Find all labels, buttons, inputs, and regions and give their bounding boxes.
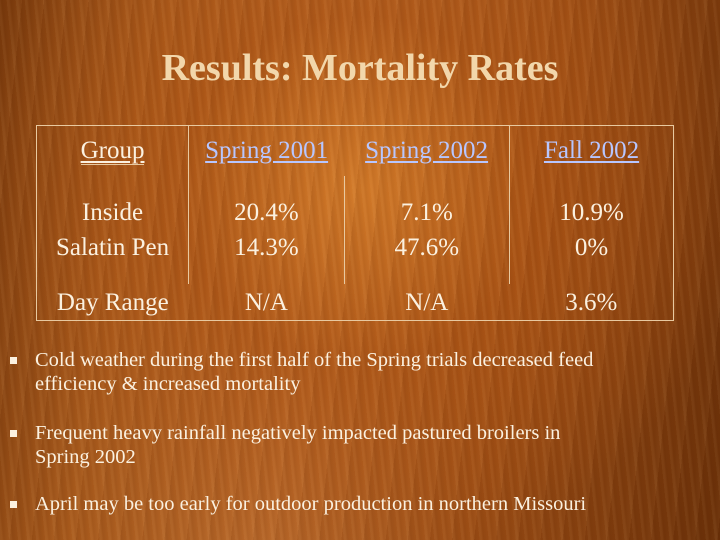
row-label-line: Day Range	[56, 288, 169, 316]
header-cell-fall-2002: Fall 2002	[509, 125, 674, 176]
row-label-line: Salatin Pen	[55, 234, 170, 261]
cell-spring-2002: N/A	[344, 284, 509, 321]
bullet-line: Cold weather during the first half of th…	[35, 349, 594, 371]
header-group: Group	[80, 137, 145, 165]
cell-spring-2002: 7.1% 47.6%	[343, 176, 510, 284]
header-cell-spring-2001: Spring 2001	[188, 125, 345, 176]
row-label-inside-salatin-pen: Inside Salatin Pen	[37, 176, 189, 284]
row-label-day-range: Day Range	[37, 284, 189, 321]
cell-spring-2001: N/A	[189, 284, 345, 321]
cell-value: 10.9%	[559, 199, 624, 226]
header-cell-spring-2002: Spring 2002	[344, 126, 509, 177]
cell-value: N/A	[405, 288, 449, 316]
header-spring-2002-link[interactable]: Spring 2002	[365, 137, 489, 164]
table-row-day-range: Day Range N/A N/A 3.6%	[37, 284, 674, 321]
mortality-rates-table: Group Spring 2001 Spring 2002 Fall 2002 …	[36, 125, 674, 321]
row-label-line: Inside	[81, 199, 144, 226]
bullet-item: April may be too early for outdoor produ…	[0, 492, 720, 516]
table-row-inside-salatin-pen: Inside Salatin Pen 20.4% 14.3% 7.1% 47.6…	[37, 176, 674, 284]
cell-fall-2002: 3.6%	[510, 284, 674, 321]
header-fall-2002-link[interactable]: Fall 2002	[543, 137, 640, 164]
slide-title: Results: Mortality Rates	[161, 47, 559, 89]
cell-value: 0%	[574, 234, 609, 261]
table-header-row: Group Spring 2001 Spring 2002 Fall 2002	[37, 125, 674, 177]
square-bullet-icon	[10, 430, 17, 437]
cell-fall-2002: 10.9% 0%	[509, 176, 674, 284]
bullet-item: Cold weather during the first half of th…	[0, 348, 720, 396]
cell-value: 20.4%	[234, 199, 299, 226]
square-bullet-icon	[10, 357, 17, 364]
bullet-list: Cold weather during the first half of th…	[0, 344, 720, 516]
bullet-line: April may be too early for outdoor produ…	[35, 493, 587, 515]
cell-value: N/A	[244, 288, 288, 316]
square-bullet-icon	[10, 501, 17, 508]
cell-value: 14.3%	[234, 234, 299, 261]
bullet-line: Frequent heavy rainfall negatively impac…	[35, 422, 561, 444]
header-spring-2001-link[interactable]: Spring 2001	[205, 137, 329, 164]
bullet-item: Frequent heavy rainfall negatively impac…	[0, 421, 720, 469]
cell-spring-2001: 20.4% 14.3%	[188, 176, 345, 284]
cell-value: 7.1%	[400, 199, 453, 226]
bullet-line: Spring 2002	[35, 446, 136, 468]
cell-value: 47.6%	[394, 234, 460, 261]
bullet-line: efficiency & increased mortality	[35, 373, 301, 395]
header-cell-group: Group	[37, 126, 189, 177]
cell-value: 3.6%	[565, 288, 618, 316]
